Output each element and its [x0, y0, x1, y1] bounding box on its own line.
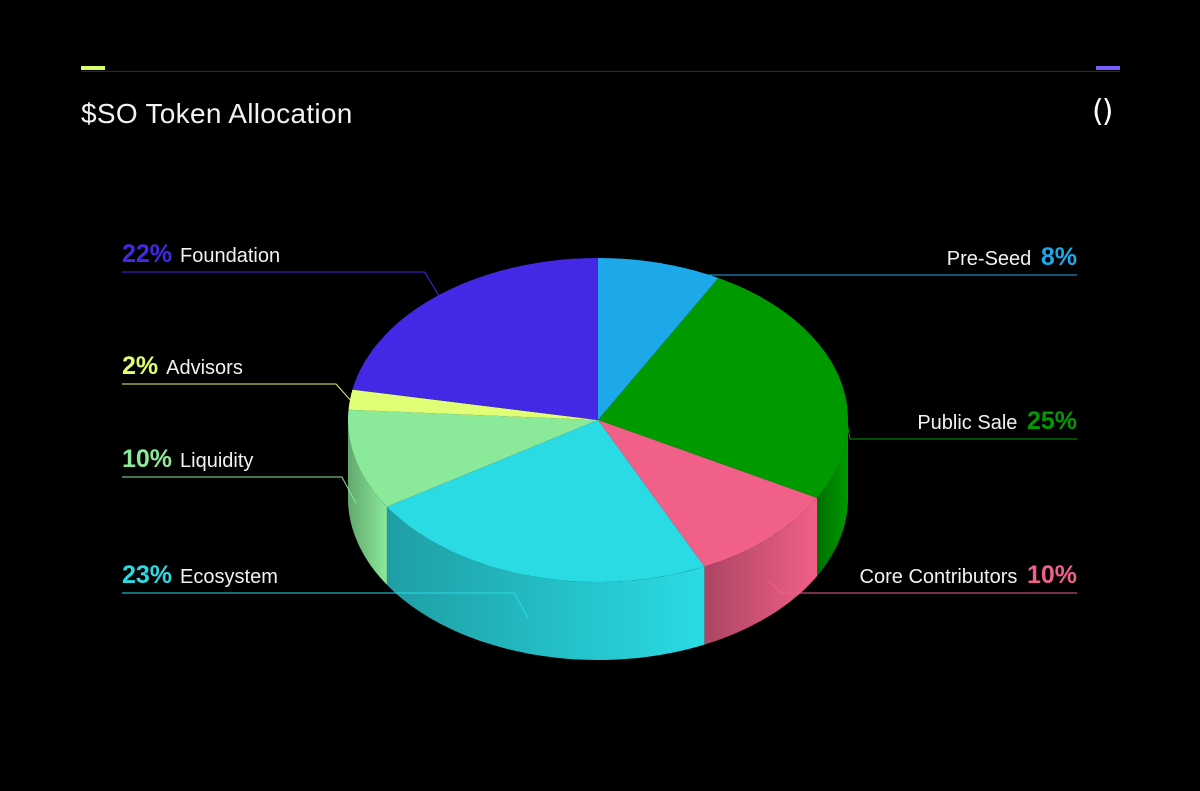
- pie-side-core-contributors: [704, 498, 818, 645]
- brand-logo-icon: (): [1092, 94, 1113, 129]
- pie-slice-advisors: [348, 389, 598, 420]
- leader-line-pre-seed: [659, 262, 1077, 276]
- label-advisors: 2% Advisors: [122, 352, 243, 380]
- pie-slice-pre-seed: [598, 258, 719, 420]
- leader-line-ecosystem: [122, 592, 529, 619]
- pie-side-public-sale: [817, 420, 848, 576]
- leader-line-liquidity: [122, 476, 357, 504]
- pie-slice-core-contributors: [598, 420, 818, 567]
- pie-slice-foundation: [352, 258, 598, 420]
- pie-slice-liquidity: [348, 409, 598, 507]
- chart-title: $SO Token Allocation: [81, 98, 353, 129]
- label-liquidity: 10% Liquidity: [122, 445, 253, 473]
- label-public-sale: Public Sale 25%: [917, 407, 1077, 435]
- pie-side-liquidity: [348, 420, 387, 585]
- accent-bar-right: [1096, 66, 1120, 70]
- label-core-contributors: Core Contributors 10%: [860, 561, 1077, 589]
- leader-line-advisors: [122, 383, 351, 401]
- leader-line-public-sale: [837, 374, 1077, 440]
- label-pre-seed: Pre-Seed 8%: [947, 243, 1077, 271]
- leader-line-core-contributors: [768, 580, 1077, 594]
- pie-side-ecosystem: [386, 506, 705, 660]
- leader-line-foundation: [122, 271, 440, 296]
- label-ecosystem: 23% Ecosystem: [122, 561, 278, 589]
- pie-slice-ecosystem: [386, 420, 705, 582]
- top-divider: [81, 71, 1120, 72]
- label-foundation: 22% Foundation: [122, 240, 280, 268]
- pie-slice-public-sale: [598, 278, 848, 498]
- accent-bar-left: [81, 66, 105, 70]
